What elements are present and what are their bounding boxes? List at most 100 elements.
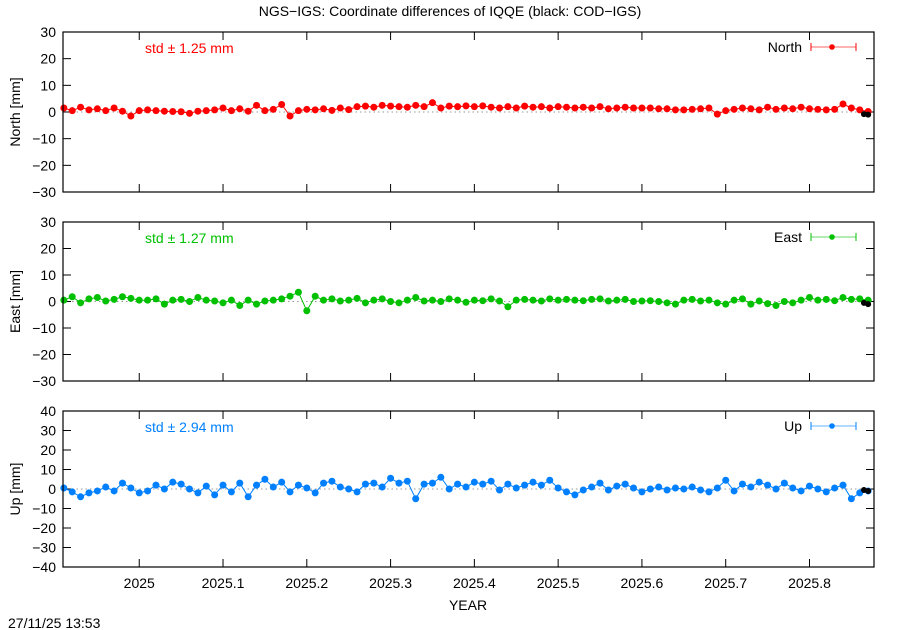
data-point [479,480,487,488]
data-point [512,484,520,492]
data-point [697,297,705,305]
data-point [160,107,168,115]
data-point [395,299,403,307]
data-point [219,299,227,307]
data-point [613,482,621,490]
data-point [596,295,604,303]
data-point [294,288,302,296]
data-point [428,296,436,304]
data-point [269,483,277,491]
y-tick-label: 0 [48,294,56,310]
data-point [345,485,353,493]
data-point [102,483,110,491]
data-point [211,297,219,305]
data-point [85,106,93,114]
x-tick-label: 2025.3 [369,575,412,591]
data-point [847,295,855,303]
data-point [705,104,713,112]
data-point [144,296,152,304]
x-axis-label: YEAR [449,597,487,613]
data-point [336,104,344,112]
data-point [856,295,864,303]
data-point [294,481,302,489]
x-tick-label: 2025.2 [285,575,328,591]
data-point [588,104,596,112]
data-point [437,104,445,112]
data-point [630,298,638,305]
data-point [596,103,604,111]
data-point [680,485,688,493]
data-point [638,104,646,112]
legend-label: Up [784,418,802,434]
data-point [244,493,252,501]
data-point [303,484,311,492]
data-point [705,296,713,304]
data-point [521,481,529,489]
data-point [537,103,545,111]
y-tick-label: 10 [40,267,56,283]
data-point [85,295,93,303]
data-point [353,488,361,496]
data-point [814,485,822,493]
data-point [797,296,805,304]
data-point [428,99,436,107]
data-point [747,300,755,308]
data-point [697,486,705,494]
data-point [244,107,252,115]
y-tick-label: 30 [40,423,56,439]
data-point [77,493,85,501]
data-point [554,103,562,111]
data-point [345,296,353,304]
data-point [202,482,210,490]
data-point [169,478,177,486]
data-point [336,483,344,491]
std-label: std ± 1.27 mm [145,230,234,246]
data-point [630,484,638,492]
data-point [579,297,587,305]
data-point [621,295,629,303]
data-point [370,103,378,111]
data-point [688,295,696,303]
data-point [495,297,503,305]
y-tick-label: 20 [40,241,56,257]
data-point [169,107,177,115]
data-point [722,300,730,308]
data-point [671,300,679,308]
data-point [294,107,302,115]
data-point [186,109,194,117]
data-point [755,106,763,114]
data-point [102,297,110,305]
data-point [186,298,194,305]
data-point [822,488,830,496]
data-point [621,480,629,488]
data-point [805,482,813,490]
data-point [546,104,554,112]
data-point [747,483,755,491]
data-point [261,475,269,483]
data-point [253,300,261,308]
data-point [579,486,587,494]
data-point [504,103,512,111]
data-point [688,105,696,113]
data-point [504,303,512,311]
data-point [353,294,361,302]
data-point [93,487,101,495]
data-point [412,101,420,109]
data-point [403,477,411,485]
data-point [403,103,411,111]
data-point [797,487,805,495]
data-point [839,481,847,489]
data-point [663,105,671,113]
data-point [127,112,135,120]
data-point [521,102,529,110]
data-point [554,296,562,304]
data-point [814,296,822,304]
data-point [227,488,235,496]
reference-point [865,487,872,494]
data-point [387,474,395,482]
data-point [529,103,537,111]
data-point [479,297,487,305]
data-point [395,103,403,111]
data-point [805,294,813,302]
